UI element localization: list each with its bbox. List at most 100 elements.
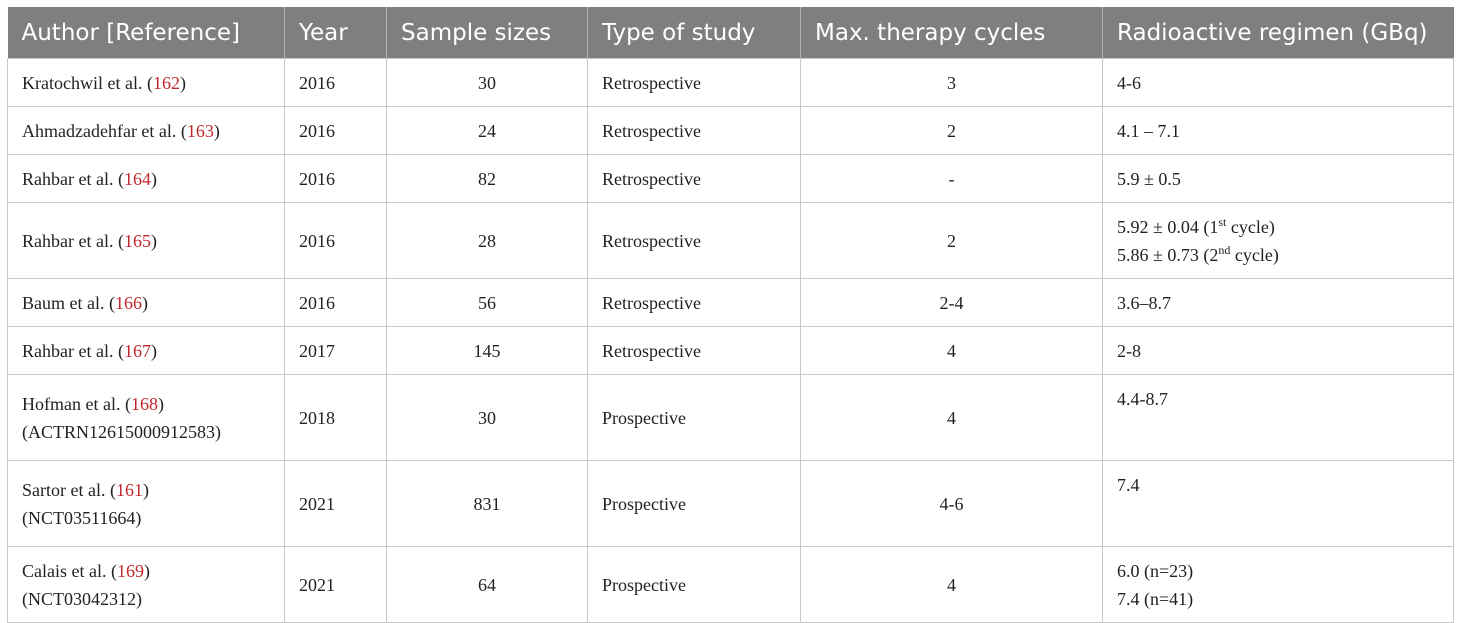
author-text: Kratochwil et al. ( bbox=[22, 72, 153, 93]
reference-link[interactable]: 168 bbox=[130, 393, 158, 414]
trial-id: (NCT03042312) bbox=[22, 588, 142, 609]
author-close: ) bbox=[150, 230, 157, 251]
author-cell: Rahbar et al. (167) bbox=[7, 326, 285, 375]
regimen-line: 5.86 ± 0.73 (2nd cycle) bbox=[1117, 241, 1439, 269]
author-name: Rahbar et al. (165) bbox=[22, 227, 270, 255]
author-name: Hofman et al. (168) bbox=[22, 390, 270, 418]
author-close: ) bbox=[179, 72, 186, 93]
sample-size-cell: 24 bbox=[386, 106, 588, 155]
table-row: Kratochwil et al. (162) 2016 30 Retrospecti… bbox=[7, 58, 1454, 107]
regimen-text: 5.86 ± 0.73 (2 bbox=[1117, 244, 1219, 265]
regimen-text: 6.0 (n=23) bbox=[1117, 560, 1194, 581]
table-row: Ahmadzadehfar et al. (163) 2016 24 Retrospe… bbox=[7, 106, 1454, 155]
sample-size-cell: 82 bbox=[386, 154, 588, 203]
regimen-line: 5.92 ± 0.04 (1st cycle) bbox=[1117, 213, 1439, 241]
cycles-cell: 4-6 bbox=[800, 460, 1103, 547]
studies-table: Author [Reference] Year Sample sizes Typ… bbox=[7, 7, 1454, 623]
regimen-text: 5.92 ± 0.04 (1 bbox=[1117, 216, 1219, 237]
cycles-cell: 4 bbox=[800, 546, 1103, 623]
regimen-cell: 4-6 bbox=[1102, 58, 1454, 107]
year-cell: 2016 bbox=[284, 58, 387, 107]
regimen-suffix: cycle) bbox=[1230, 244, 1279, 265]
reference-link[interactable]: 164 bbox=[123, 168, 151, 189]
author-cell: Sartor et al. (161) (NCT03511664) bbox=[7, 460, 285, 547]
sample-size-cell: 64 bbox=[386, 546, 588, 623]
regimen-suffix: cycle) bbox=[1226, 216, 1275, 237]
author-cell: Calais et al. (169) (NCT03042312) bbox=[7, 546, 285, 623]
study-type-cell: Prospective bbox=[587, 460, 801, 547]
sample-size-cell: 56 bbox=[386, 278, 588, 327]
regimen-cell: 5.92 ± 0.04 (1st cycle) 5.86 ± 0.73 (2nd … bbox=[1102, 202, 1454, 279]
cycles-cell: 2 bbox=[800, 202, 1103, 279]
cycles-cell: 4 bbox=[800, 326, 1103, 375]
author-name: Ahmadzadehfar et al. (163) bbox=[22, 117, 270, 145]
study-type-cell: Retrospective bbox=[587, 106, 801, 155]
author-close: ) bbox=[213, 120, 220, 141]
regimen-line: 6.0 (n=23) bbox=[1117, 557, 1439, 585]
reference-link[interactable]: 167 bbox=[123, 340, 151, 361]
reference-link[interactable]: 165 bbox=[123, 230, 151, 251]
author-close: ) bbox=[143, 560, 150, 581]
regimen-cell: 2-8 bbox=[1102, 326, 1454, 375]
author-close: ) bbox=[150, 340, 157, 361]
reference-link[interactable]: 163 bbox=[186, 120, 214, 141]
trial-id: (ACTRN12615000912583) bbox=[22, 421, 221, 442]
regimen-cell: 7.4 bbox=[1102, 460, 1454, 547]
regimen-superscript: nd bbox=[1218, 242, 1231, 257]
author-cell: Kratochwil et al. (162) bbox=[7, 58, 285, 107]
year-cell: 2021 bbox=[284, 460, 387, 547]
year-cell: 2016 bbox=[284, 278, 387, 327]
cycles-cell: 3 bbox=[800, 58, 1103, 107]
study-type-cell: Prospective bbox=[587, 546, 801, 623]
header-max-cycles: Max. therapy cycles bbox=[800, 7, 1103, 59]
author-text: Ahmadzadehfar et al. ( bbox=[22, 120, 187, 141]
header-sample-sizes: Sample sizes bbox=[386, 7, 588, 59]
author-text: Rahbar et al. ( bbox=[22, 168, 124, 189]
author-close: ) bbox=[141, 292, 148, 313]
author-text: Rahbar et al. ( bbox=[22, 340, 124, 361]
author-close: ) bbox=[142, 479, 149, 500]
study-type-cell: Retrospective bbox=[587, 202, 801, 279]
author-name: Baum et al. (166) bbox=[22, 289, 270, 317]
regimen-cell: 5.9 ± 0.5 bbox=[1102, 154, 1454, 203]
sample-size-cell: 145 bbox=[386, 326, 588, 375]
regimen-cell: 4.4-8.7 bbox=[1102, 374, 1454, 461]
regimen-text: 7.4 (n=41) bbox=[1117, 588, 1194, 609]
table-row: Rahbar et al. (167) 2017 145 Retrospective 4… bbox=[7, 326, 1454, 375]
reference-link[interactable]: 166 bbox=[114, 292, 142, 313]
table-row: Rahbar et al. (165) 2016 28 Retrospective 2 5… bbox=[7, 202, 1454, 279]
regimen-cell: 6.0 (n=23) 7.4 (n=41) bbox=[1102, 546, 1454, 623]
study-type-cell: Retrospective bbox=[587, 58, 801, 107]
year-cell: 2017 bbox=[284, 326, 387, 375]
author-text: Calais et al. ( bbox=[22, 560, 117, 581]
author-close: ) bbox=[157, 393, 164, 414]
trial-id: (NCT03511664) bbox=[22, 507, 142, 528]
cycles-cell: 2-4 bbox=[800, 278, 1103, 327]
regimen-cell: 3.6–8.7 bbox=[1102, 278, 1454, 327]
regimen-cell: 4.1 – 7.1 bbox=[1102, 106, 1454, 155]
header-type-of-study: Type of study bbox=[587, 7, 801, 59]
author-close: ) bbox=[150, 168, 157, 189]
year-cell: 2016 bbox=[284, 154, 387, 203]
year-cell: 2016 bbox=[284, 202, 387, 279]
reference-link[interactable]: 161 bbox=[115, 479, 143, 500]
author-name: Calais et al. (169) bbox=[22, 557, 270, 585]
table-row: Hofman et al. (168) (ACTRN12615000912583)… bbox=[7, 374, 1454, 461]
author-cell: Rahbar et al. (164) bbox=[7, 154, 285, 203]
year-cell: 2018 bbox=[284, 374, 387, 461]
table-row: Sartor et al. (161) (NCT03511664) 2021 831 P… bbox=[7, 460, 1454, 547]
sample-size-cell: 831 bbox=[386, 460, 588, 547]
author-text: Baum et al. ( bbox=[22, 292, 115, 313]
reference-link[interactable]: 169 bbox=[116, 560, 144, 581]
regimen-superscript: st bbox=[1218, 214, 1227, 229]
author-name: Rahbar et al. (167) bbox=[22, 337, 270, 365]
sample-size-cell: 28 bbox=[386, 202, 588, 279]
author-name: Rahbar et al. (164) bbox=[22, 165, 270, 193]
year-cell: 2016 bbox=[284, 106, 387, 155]
header-year: Year bbox=[284, 7, 387, 59]
study-type-cell: Retrospective bbox=[587, 326, 801, 375]
reference-link[interactable]: 162 bbox=[152, 72, 180, 93]
author-cell: Rahbar et al. (165) bbox=[7, 202, 285, 279]
author-text: Rahbar et al. ( bbox=[22, 230, 124, 251]
year-cell: 2021 bbox=[284, 546, 387, 623]
